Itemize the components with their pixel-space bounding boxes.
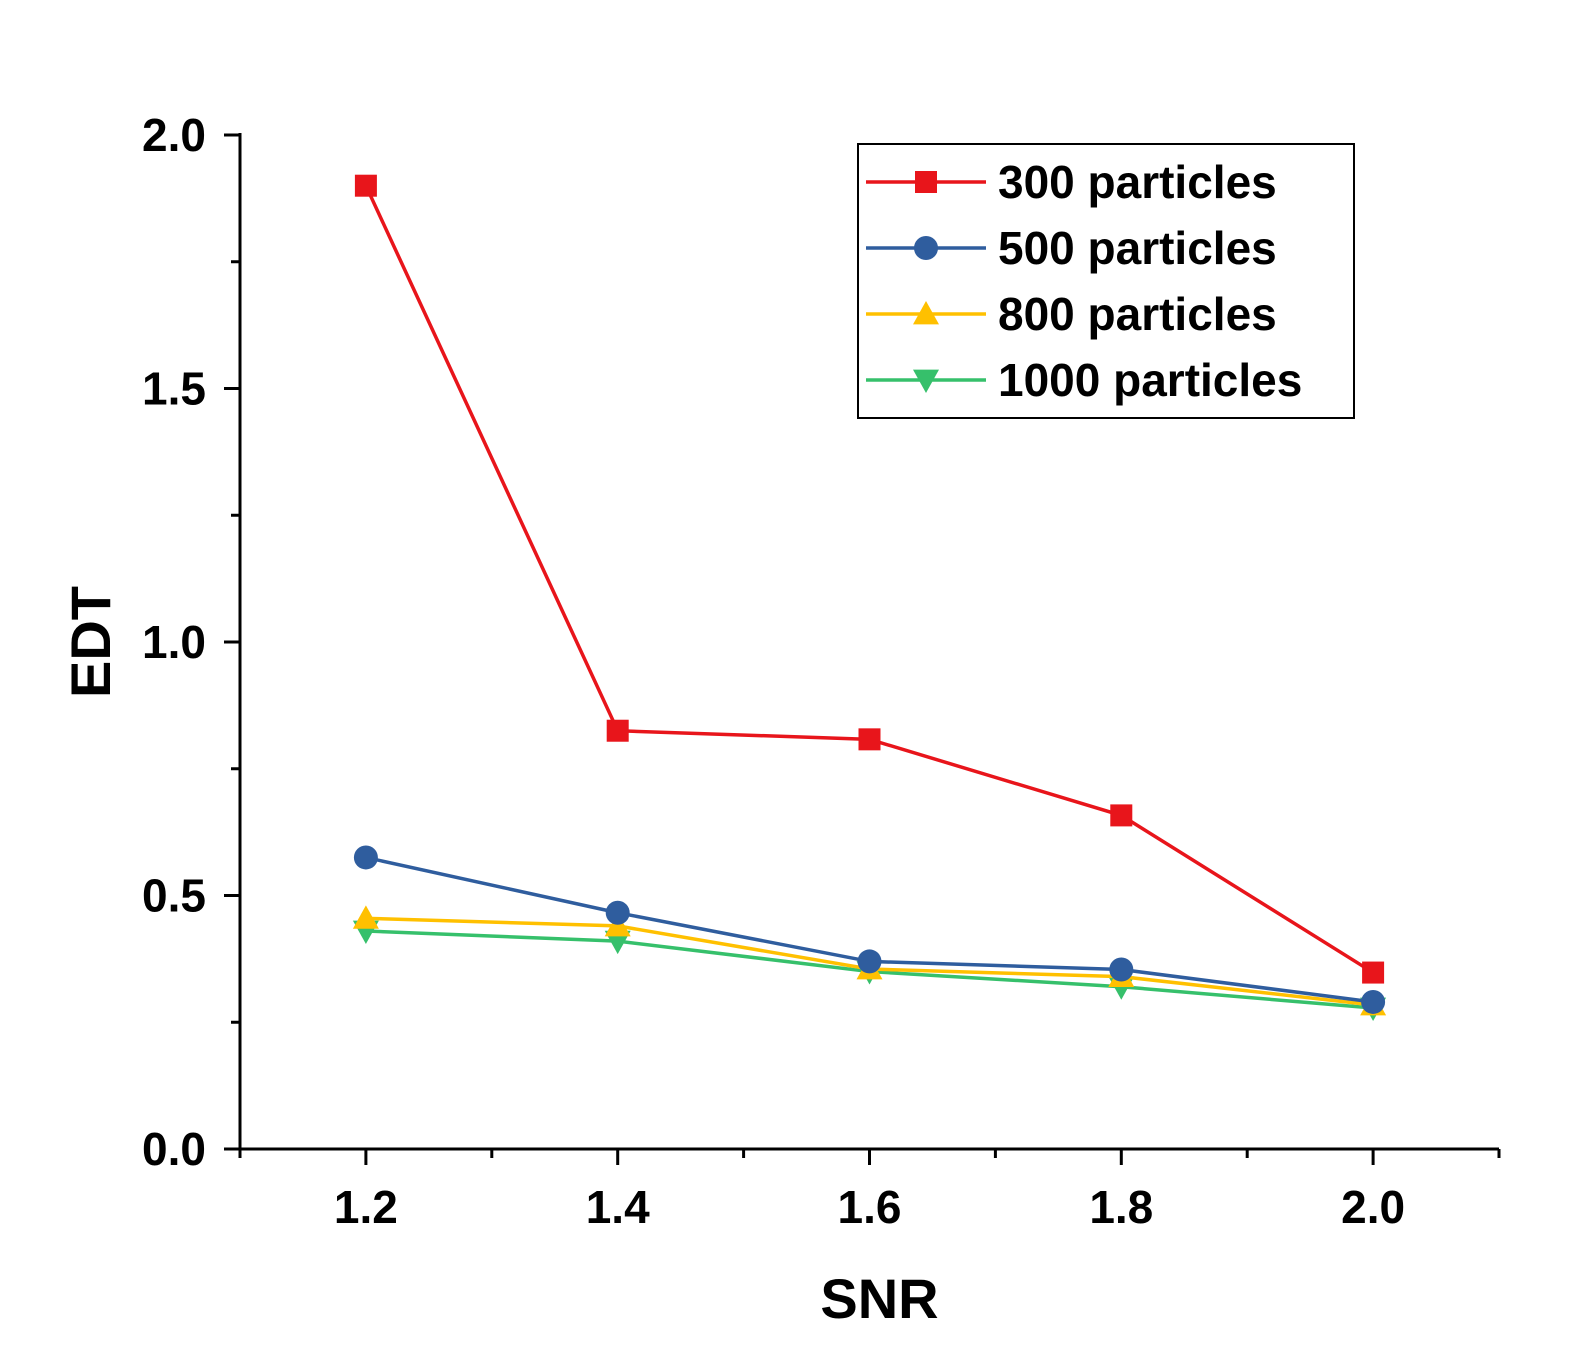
legend-label: 300 particles	[998, 156, 1277, 208]
legend-marker	[914, 236, 938, 260]
legend-label: 500 particles	[998, 222, 1277, 274]
legend-item: 800 particles	[866, 288, 1277, 340]
legend-item: 500 particles	[866, 222, 1277, 274]
legend-marker	[913, 369, 939, 393]
legend-marker	[913, 301, 939, 325]
legend-marker	[915, 171, 937, 193]
legend-label: 800 particles	[998, 288, 1277, 340]
data-point	[1109, 957, 1134, 982]
data-point	[605, 900, 630, 925]
data-point	[354, 174, 377, 197]
x-tick-label: 1.2	[334, 1181, 398, 1233]
legend: 300 particles 500 particles 800 particles 1…	[857, 143, 1355, 419]
data-point	[1110, 804, 1133, 827]
y-tick-label: 0.5	[142, 870, 206, 922]
axis-ticks: 0.0 0.5 1.0 1.5 2.0 1.2 1.4 1.6 1.8 2.0	[142, 109, 1501, 1233]
plot-area	[352, 174, 1387, 1022]
x-axis-title: SNR	[820, 1267, 938, 1330]
data-point	[352, 905, 379, 929]
series-300-particles	[354, 174, 1385, 984]
y-tick-label: 1.5	[142, 363, 206, 415]
data-point	[857, 949, 882, 974]
y-axis-title: EDT	[59, 586, 122, 698]
x-tick-label: 1.6	[838, 1181, 902, 1233]
data-point	[606, 719, 629, 742]
x-tick-label: 1.4	[586, 1181, 650, 1233]
x-tick-label: 1.8	[1089, 1181, 1153, 1233]
data-point	[1361, 989, 1386, 1014]
legend-box	[857, 143, 1355, 419]
legend-item: 1000 particles	[866, 354, 1302, 406]
y-tick-label: 1.0	[142, 616, 206, 668]
data-point	[353, 845, 378, 870]
data-point	[1362, 961, 1385, 984]
data-point	[858, 728, 881, 751]
legend-label: 1000 particles	[998, 354, 1302, 406]
y-tick-label: 2.0	[142, 109, 206, 161]
legend-item: 300 particles	[866, 156, 1277, 208]
x-tick-label: 2.0	[1341, 1181, 1405, 1233]
data-point	[604, 930, 631, 955]
y-tick-label: 0.0	[142, 1123, 206, 1175]
series-500-particles	[353, 845, 1386, 1014]
